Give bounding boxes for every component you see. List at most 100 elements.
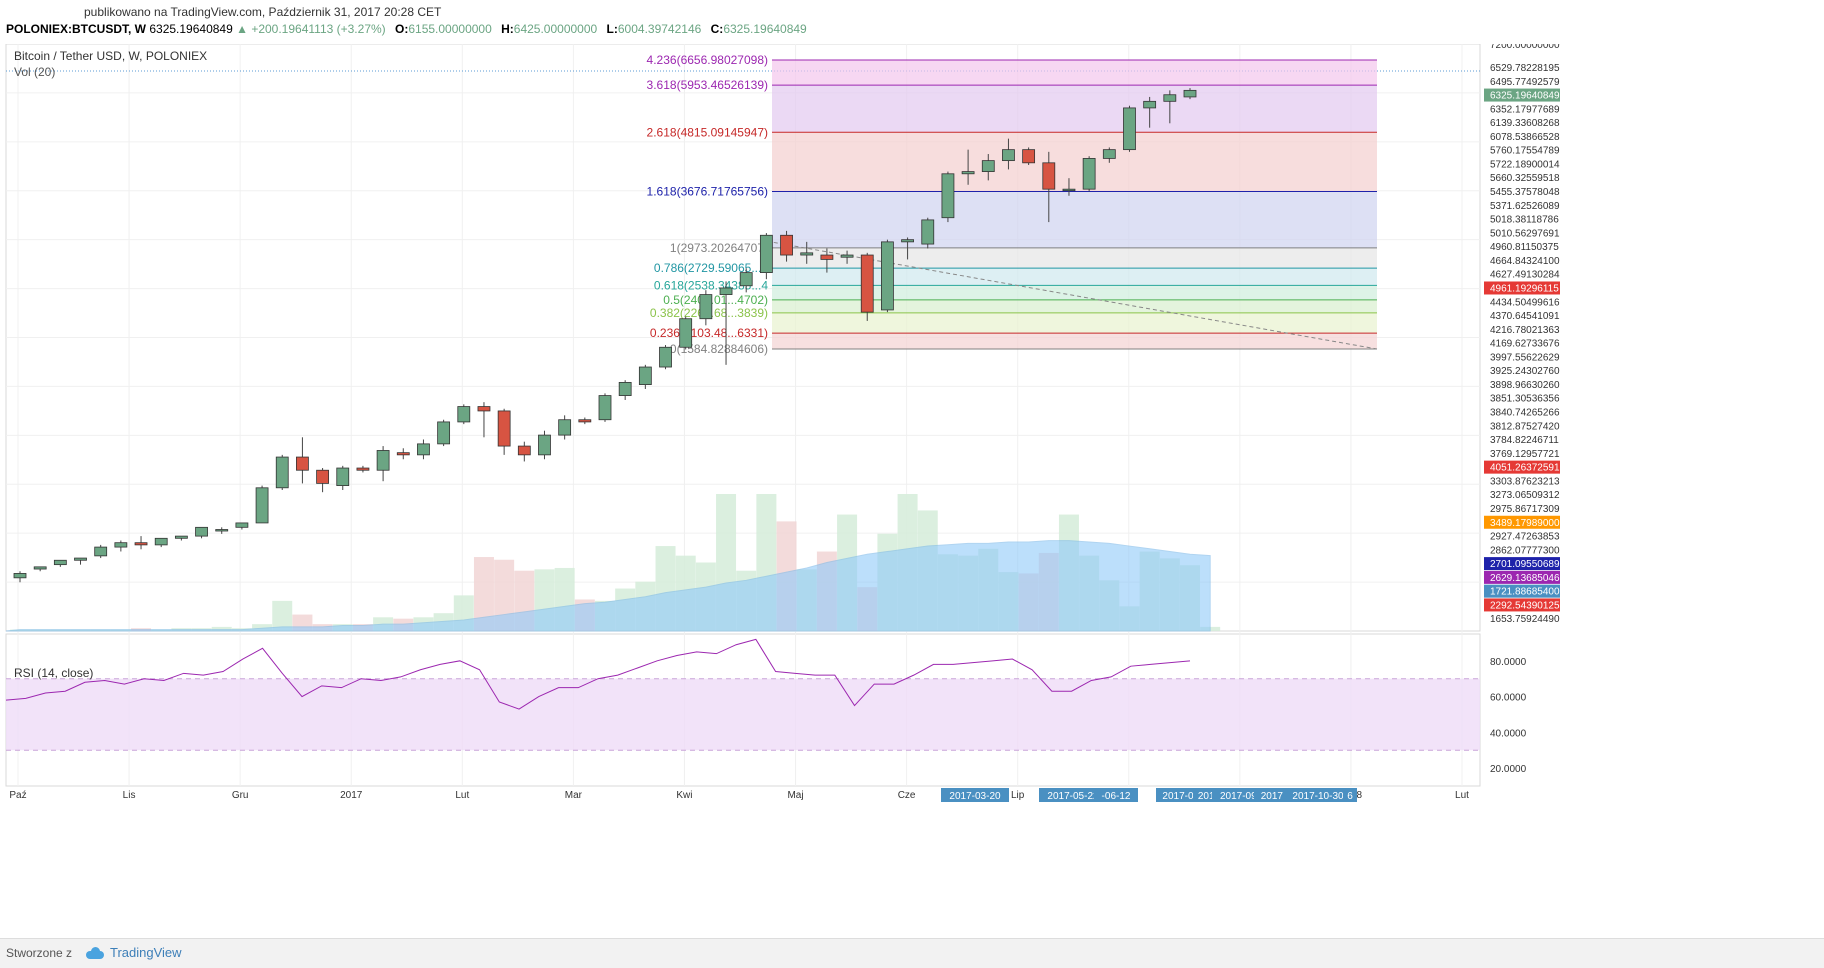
time-axis[interactable]: PaźLisGru2017LutMarKwiMajCzeLipSieWrz201… — [9, 788, 1469, 802]
candle-body-up — [13, 573, 27, 579]
candle-body-up — [699, 294, 713, 320]
candle — [659, 345, 672, 370]
tradingview-logo[interactable]: TradingView — [84, 945, 182, 960]
fib-level-label: 3.618(5953.46526139) — [647, 78, 768, 92]
date-badge-label: 6 — [1347, 791, 1353, 802]
candle — [538, 430, 551, 460]
fibonacci-retracement[interactable]: 4.236(6656.98027098) 3.618(5953.46526139)… — [647, 53, 1378, 356]
candle-body-up — [679, 318, 693, 348]
volume-bars — [5, 494, 1221, 632]
candle-body-up — [1163, 94, 1177, 102]
price-chart[interactable]: 4.236(6656.98027098) 3.618(5953.46526139)… — [0, 44, 1824, 936]
fib-zone — [772, 285, 1377, 300]
symbol-label[interactable]: POLONIEX:BTCUSDT, W — [6, 22, 146, 36]
price-axis-label: 4627.49130284 — [1490, 270, 1560, 281]
price-axis-label: 4960.81150375 — [1490, 242, 1559, 253]
candle-body-up — [255, 487, 269, 524]
candle — [134, 536, 148, 550]
candle — [74, 557, 87, 565]
price-axis-label: 4370.64541091 — [1490, 311, 1560, 322]
tradingview-brand: TradingView — [110, 945, 182, 960]
candle — [356, 465, 370, 473]
price-axis-label: 6495.77492579 — [1490, 77, 1560, 88]
candle — [719, 281, 733, 365]
candle — [53, 559, 67, 567]
fib-zone — [772, 268, 1377, 286]
time-axis-label: Mar — [565, 790, 583, 801]
date-badge-label: 2017-05-22 — [1047, 791, 1099, 802]
fib-level-label: 0.786(2729.59065...6 — [654, 261, 768, 275]
price-label-badge — [1484, 88, 1560, 102]
last-price: 6325.19640849 — [149, 22, 233, 36]
rsi-tick-label: 60.0000 — [1490, 693, 1527, 704]
candle — [780, 230, 793, 262]
price-axis-label: 4216.78021363 — [1490, 325, 1560, 336]
candle-body-up — [1082, 158, 1096, 190]
candle-body-down — [820, 254, 834, 260]
candle — [497, 408, 511, 455]
candle-body-up — [33, 566, 47, 570]
price-axis-label: 2629.13685046 — [1490, 573, 1560, 584]
price-axis-label: 5455.37578048 — [1490, 187, 1560, 198]
fib-level-label: 1.618(3676.71765756) — [647, 184, 768, 198]
candle — [457, 404, 471, 425]
candle — [1143, 96, 1157, 128]
time-axis-label: 2017 — [340, 790, 363, 801]
candle — [215, 527, 229, 534]
price-label-badge — [1484, 557, 1560, 571]
candle — [598, 393, 612, 422]
volume-bar — [272, 600, 293, 631]
candle-body-up — [840, 254, 854, 258]
candle-body-up — [154, 537, 168, 546]
candle-body-up — [881, 241, 894, 311]
candle — [739, 268, 753, 293]
candle-body-up — [921, 219, 935, 245]
volume-bar — [252, 624, 273, 631]
fib-zone — [772, 247, 1377, 269]
candle — [1002, 138, 1015, 170]
candle-body-up — [174, 535, 188, 539]
candle — [578, 417, 592, 425]
candle — [981, 154, 995, 181]
candle — [901, 237, 914, 260]
candle-body-up — [538, 434, 551, 456]
candle — [881, 239, 894, 313]
candle — [417, 439, 430, 460]
price-axis-label: 5018.38118786 — [1490, 215, 1559, 226]
date-badge-label: 2017 — [1198, 791, 1221, 802]
open-label: O: — [395, 22, 409, 36]
price-axis-label: 6529.78228195 — [1490, 63, 1560, 74]
fib-level-label: 0(1584.82884606) — [670, 342, 768, 356]
fib-zone — [772, 299, 1377, 313]
candle-body-up — [1102, 149, 1116, 159]
candle — [1183, 88, 1197, 100]
price-label-badge — [1484, 281, 1560, 295]
price-label-badge — [1484, 515, 1560, 529]
high-label: H: — [501, 22, 514, 36]
candle — [174, 535, 188, 541]
time-axis-label: Lis — [123, 790, 136, 801]
candle — [1163, 90, 1177, 124]
rsi-tick-label: 20.0000 — [1490, 764, 1527, 775]
fib-zone — [772, 191, 1377, 248]
price-axis-label: 2701.09550689 — [1490, 559, 1560, 570]
price-axis-label: 5010.56297691 — [1490, 228, 1560, 239]
time-axis-label: Paź — [9, 790, 26, 801]
candle — [558, 415, 572, 440]
candle — [336, 465, 350, 490]
candle — [477, 402, 491, 438]
price-axis[interactable]: 7200.00000000 6529.78228195 6495.77492579 6… — [1484, 44, 1560, 625]
time-axis-label: Maj — [787, 790, 803, 801]
rsi-line — [5, 638, 1191, 710]
date-badge — [1094, 788, 1138, 802]
candle — [316, 468, 329, 493]
price-axis-label: 3784.82246711 — [1490, 435, 1559, 446]
candle — [275, 454, 289, 490]
fib-zone — [772, 333, 1377, 349]
rsi-pane: 80.0000 60.0000 40.0000 20.0000 — [5, 638, 1527, 775]
date-badge-label: 2017-09- — [1220, 791, 1260, 802]
price-axis-label: 5371.62526089 — [1490, 201, 1560, 212]
candle — [759, 233, 773, 280]
price-axis-label: 2927.47263853 — [1490, 532, 1560, 543]
date-badge — [1284, 788, 1352, 802]
